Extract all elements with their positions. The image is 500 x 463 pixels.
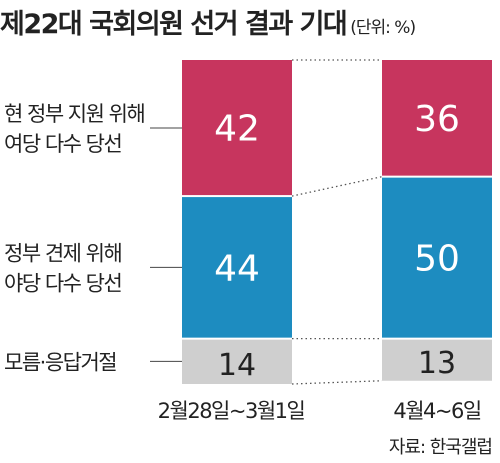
series-label-2-line-1: 정부 견제 위해: [4, 241, 121, 265]
value-label-2-1: 36: [414, 99, 460, 140]
value-label-2-2: 50: [414, 239, 460, 280]
category-label-2: 4월4~6일: [393, 399, 480, 423]
connector-line-1: [291, 176, 383, 197]
series-label-1-line-1: 현 정부 지원 위해: [4, 102, 144, 126]
value-label-1-2: 44: [214, 248, 260, 289]
bar-segment-1-3: [182, 339, 292, 384]
bar-segment-1-2: [182, 197, 292, 338]
chart-title: 제22대 국회의원 선거 결과 기대 (단위: %): [0, 2, 416, 41]
series-label-2-line-2: 야당 다수 당선: [4, 271, 121, 295]
bar-segment-1-1: [182, 60, 292, 196]
value-label-1-3: 14: [218, 348, 256, 383]
value-label-2-3: 13: [418, 346, 456, 381]
unit-label: (단위: %): [350, 18, 416, 38]
bar-segment-2-2: [382, 177, 492, 338]
title-text: 제22대 국회의원 선거 결과 기대: [0, 9, 348, 40]
category-label-1: 2월28일~3월1일: [158, 399, 305, 423]
bar-segment-2-3: [382, 339, 492, 381]
series-label-1-line-2: 여당 다수 당선: [4, 132, 121, 156]
series-label-3-line-1: 모름·응답거절: [4, 350, 116, 374]
connector-line-3: [291, 380, 383, 385]
source-note: 자료: 한국갤럽: [388, 437, 493, 458]
bar-segment-2-1: [382, 60, 492, 176]
value-label-1-1: 42: [214, 109, 260, 150]
